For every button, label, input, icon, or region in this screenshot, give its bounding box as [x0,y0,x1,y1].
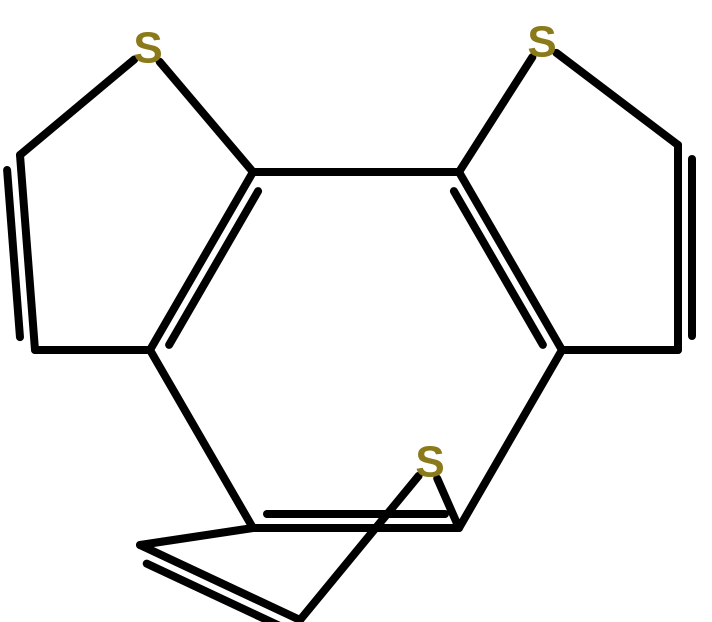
bond [459,350,562,528]
bond [300,476,419,620]
bond [140,528,253,545]
bond [169,191,258,345]
atom-label-s: S [133,24,162,73]
bond [7,170,20,337]
bond [150,172,253,350]
bond [556,53,678,145]
bond [147,564,282,622]
bond [160,62,253,172]
molecule-diagram: S S S [0,0,712,622]
bond [459,57,532,172]
atom-label-s: S [527,18,556,67]
bond [459,172,562,350]
bond [140,545,300,620]
bond [150,350,253,528]
bond [454,191,543,345]
bond [20,60,134,155]
atom-label-s: S [415,438,444,487]
